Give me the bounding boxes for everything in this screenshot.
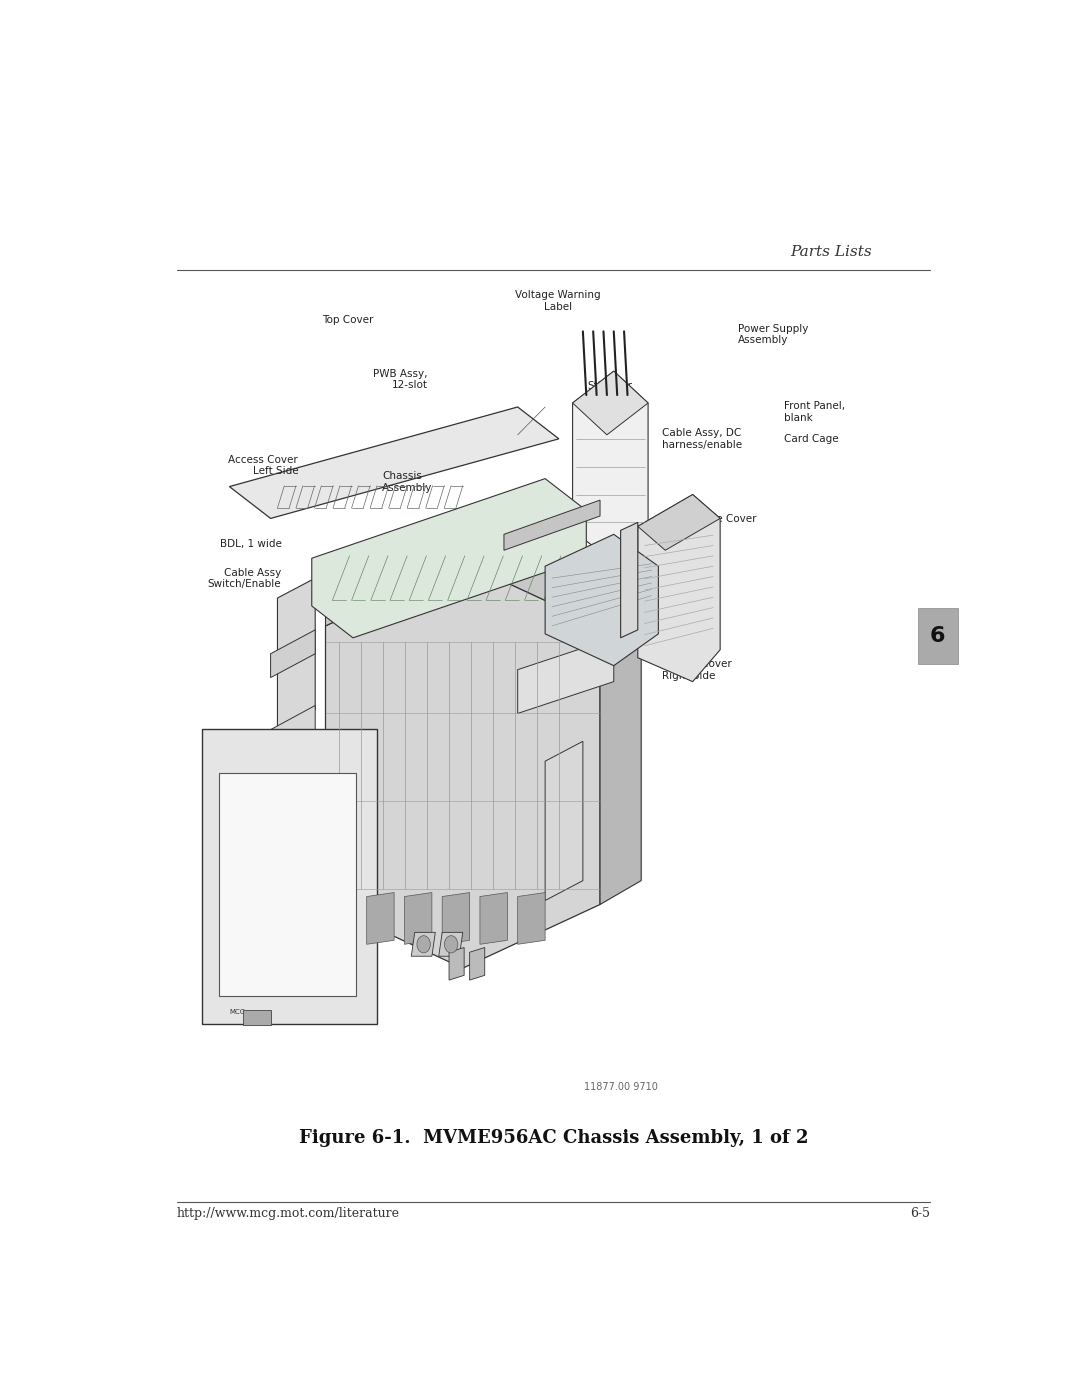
Text: Card Cage: Card Cage xyxy=(784,433,838,444)
Polygon shape xyxy=(572,372,648,562)
Polygon shape xyxy=(470,947,485,981)
Text: 6: 6 xyxy=(930,626,945,645)
Text: Power Supply
Assembly: Power Supply Assembly xyxy=(738,324,808,345)
Polygon shape xyxy=(600,598,642,904)
Text: http://www.mcg.mot.com/literature: http://www.mcg.mot.com/literature xyxy=(177,1207,400,1220)
Polygon shape xyxy=(229,407,558,518)
Text: PWB Assy,
12-slot: PWB Assy, 12-slot xyxy=(374,369,428,390)
Text: BDL, 1 wide: BDL, 1 wide xyxy=(219,539,282,549)
Circle shape xyxy=(417,936,430,953)
Polygon shape xyxy=(449,947,464,981)
Text: 6-5: 6-5 xyxy=(910,1207,930,1220)
Polygon shape xyxy=(325,534,642,626)
Polygon shape xyxy=(638,495,720,550)
Polygon shape xyxy=(442,893,470,944)
FancyBboxPatch shape xyxy=(918,608,958,664)
Text: 11877.00 9710: 11877.00 9710 xyxy=(583,1083,658,1092)
Polygon shape xyxy=(404,893,432,944)
Text: Voltage Warning
Label: Voltage Warning Label xyxy=(515,291,600,312)
Polygon shape xyxy=(325,562,600,968)
Polygon shape xyxy=(312,479,586,638)
Polygon shape xyxy=(438,932,462,956)
Text: Bezel Assembly: Bezel Assembly xyxy=(203,787,285,796)
Polygon shape xyxy=(638,495,720,682)
Polygon shape xyxy=(243,1010,271,1025)
Text: Top Cover: Top Cover xyxy=(322,316,374,326)
Polygon shape xyxy=(517,893,545,944)
Text: Figure 6-1.  MVME956AC Chassis Assembly, 1 of 2: Figure 6-1. MVME956AC Chassis Assembly, … xyxy=(299,1129,808,1147)
Polygon shape xyxy=(202,729,377,1024)
Polygon shape xyxy=(480,893,508,944)
Polygon shape xyxy=(271,630,315,678)
Text: Chassis
Assembly: Chassis Assembly xyxy=(382,471,432,493)
Text: Fan Assembly: Fan Assembly xyxy=(396,659,468,669)
Text: Front Panel,
blank: Front Panel, blank xyxy=(784,401,845,423)
Polygon shape xyxy=(278,578,315,729)
Text: Access Cover
Left Side: Access Cover Left Side xyxy=(229,455,298,476)
Polygon shape xyxy=(621,522,638,638)
Text: Cable Assy
Switch/Enable: Cable Assy Switch/Enable xyxy=(207,567,282,590)
Polygon shape xyxy=(545,534,659,666)
Text: Stiffener: Stiffener xyxy=(588,381,632,391)
Text: Access Cover
Right Side: Access Cover Right Side xyxy=(662,659,732,680)
Circle shape xyxy=(444,936,458,953)
Polygon shape xyxy=(504,500,600,550)
Text: SCSI Cable Cover: SCSI Cable Cover xyxy=(666,514,757,524)
Polygon shape xyxy=(219,773,356,996)
Polygon shape xyxy=(517,638,613,714)
Polygon shape xyxy=(545,742,583,901)
Polygon shape xyxy=(264,705,315,773)
Text: Parts Lists: Parts Lists xyxy=(789,244,872,258)
Text: Foot: Foot xyxy=(566,682,589,692)
Polygon shape xyxy=(572,372,648,434)
Polygon shape xyxy=(367,893,394,944)
Text: Cable Assy, DC
harness/enable: Cable Assy, DC harness/enable xyxy=(662,427,742,450)
Polygon shape xyxy=(411,932,435,956)
Text: MCG: MCG xyxy=(229,1009,245,1016)
